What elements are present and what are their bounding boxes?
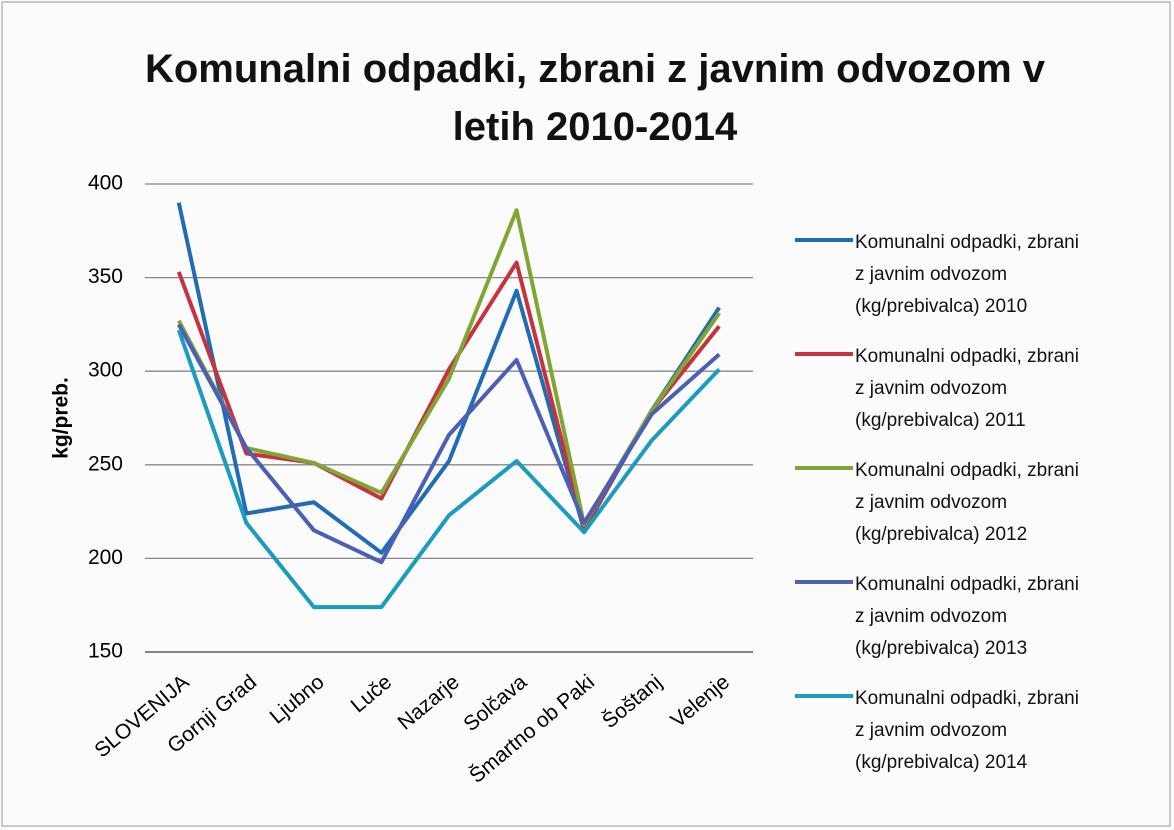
y-tick-label: 150 [88,640,123,663]
legend-swatch [795,238,853,242]
x-tick-label: Luče [347,670,397,717]
series-line [176,329,721,610]
legend-swatch [795,580,853,584]
chart-title: Komunalni odpadki, zbrani z javnim odvoz… [144,47,1046,149]
x-tick-label: Šmartno ob Paki [465,670,599,787]
x-tick-label: Šoštanj [598,670,666,733]
legend-swatch [795,352,853,356]
x-tick-label: Ljubno [266,670,329,728]
legend-swatch [795,466,853,470]
series-line [177,323,721,565]
y-tick-label: 250 [88,452,123,475]
legend-label: Komunalni odpadki, zbrani z javnim odvoz… [855,346,1079,431]
x-tick-label: Velenje [666,670,734,732]
y-tick-label: 400 [88,172,123,195]
legend-label: Komunalni odpadki, zbrani z javnim odvoz… [855,574,1079,659]
y-axis-label: kg/preb. [50,377,73,459]
x-tick-label: Nazarje [394,670,464,734]
series-line [176,260,721,531]
y-tick-label: 350 [88,265,123,288]
legend-label: Komunalni odpadki, zbrani z javnim odvoz… [855,232,1079,317]
y-tick-label: 300 [88,359,123,382]
legend-label: Komunalni odpadki, zbrani z javnim odvoz… [855,688,1079,773]
legend-swatch [795,694,853,698]
legend-label: Komunalni odpadki, zbrani z javnim odvoz… [855,460,1079,545]
y-tick-label: 200 [88,546,123,569]
